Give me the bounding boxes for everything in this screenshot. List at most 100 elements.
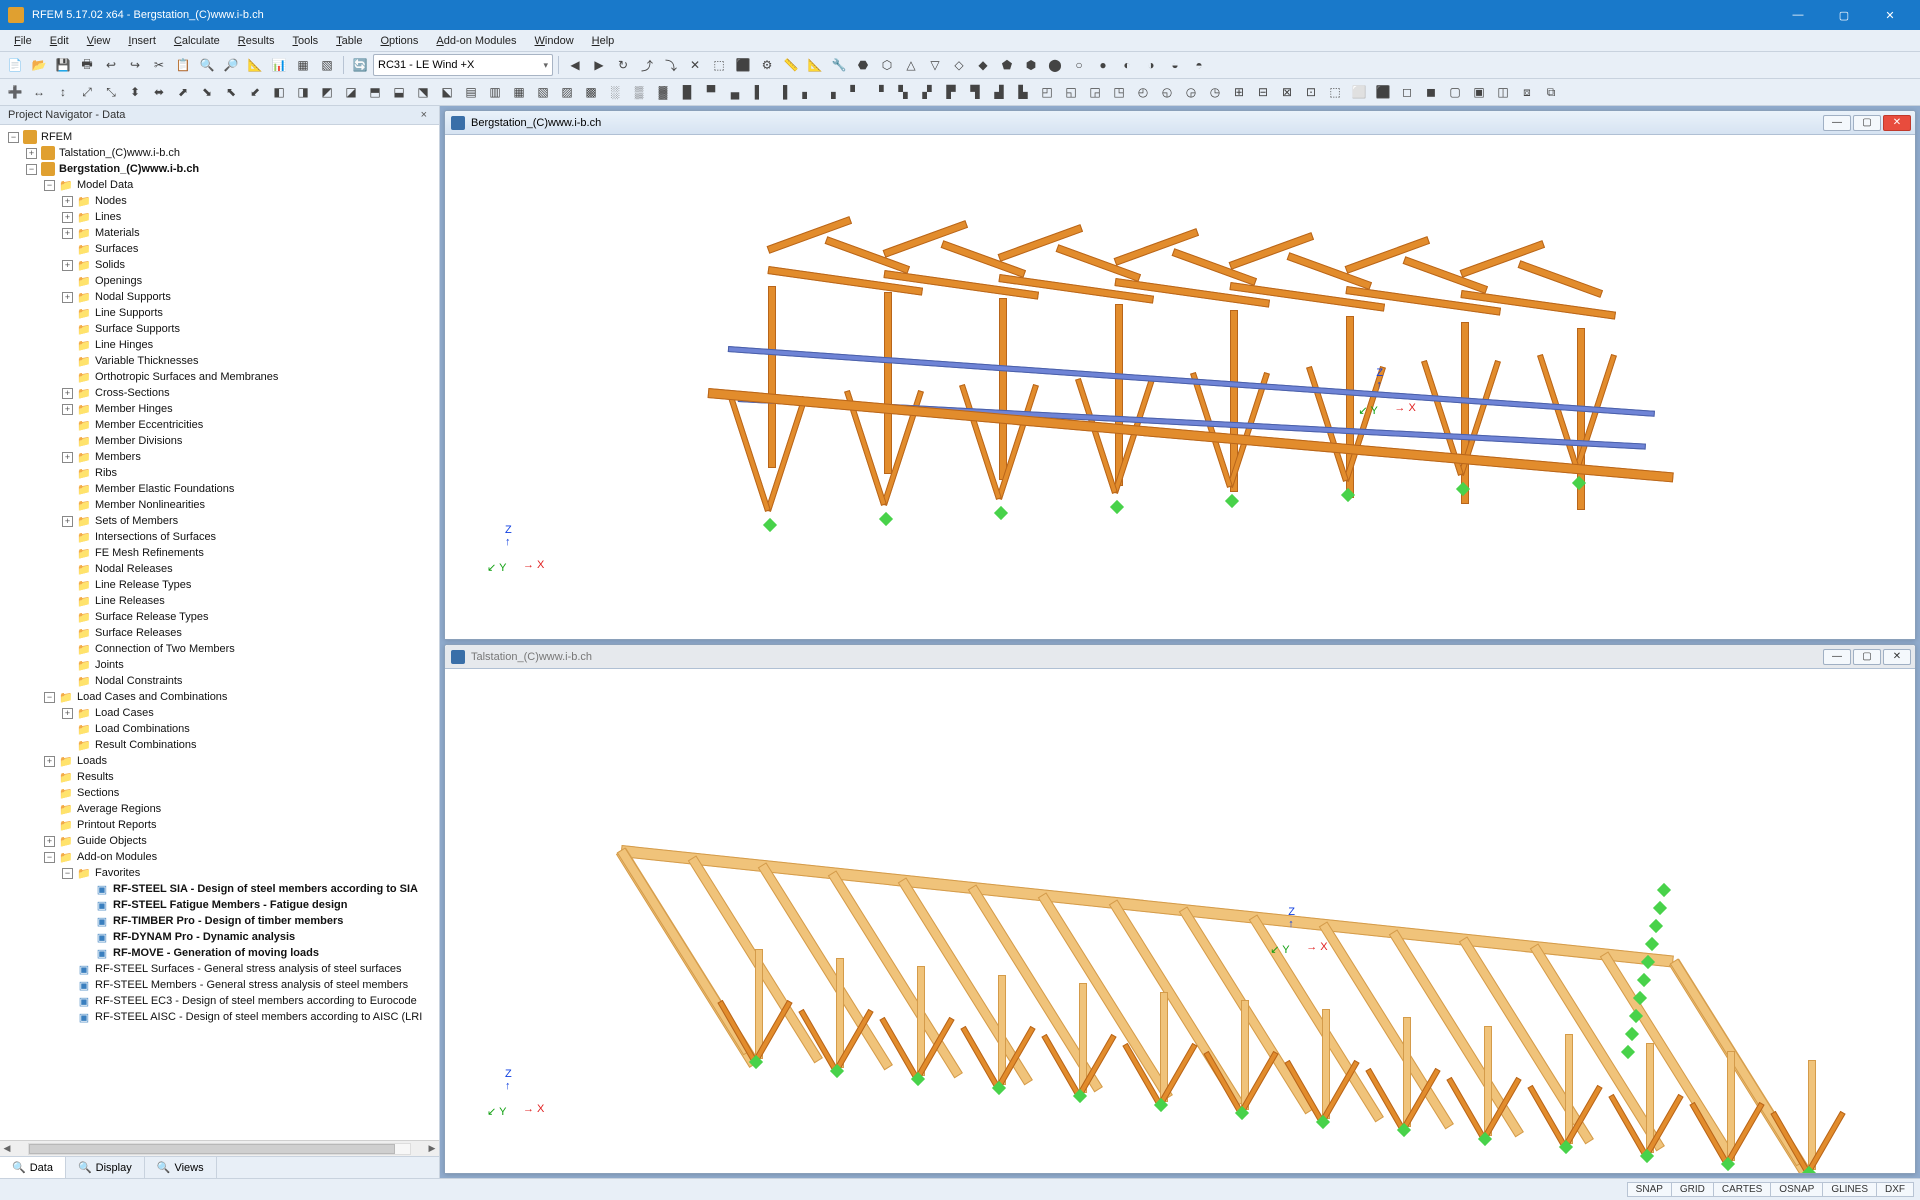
tool-button[interactable]: ⬕ xyxy=(436,81,458,103)
mdi-close-button[interactable]: ✕ xyxy=(1883,115,1911,131)
tool-button[interactable]: 🖶 xyxy=(76,54,98,76)
tree-item[interactable]: 📁Result Combinations xyxy=(4,737,439,753)
tree-item[interactable]: 📁Member Nonlinearities xyxy=(4,497,439,513)
tool-button[interactable]: ⬢ xyxy=(1020,54,1042,76)
tool-button[interactable]: ◇ xyxy=(948,54,970,76)
tool-button[interactable]: 📏 xyxy=(780,54,802,76)
tool-button[interactable]: ▝ xyxy=(868,81,890,103)
tool-button[interactable]: ↔ xyxy=(28,81,50,103)
tool-button[interactable]: ▛ xyxy=(940,81,962,103)
tree-item[interactable]: 📁Line Supports xyxy=(4,305,439,321)
tree-item[interactable]: 📁Intersections of Surfaces xyxy=(4,529,439,545)
tool-button[interactable]: ⬒ xyxy=(364,81,386,103)
tool-button[interactable]: ▚ xyxy=(892,81,914,103)
tree-addon-item[interactable]: ▣RF-STEEL SIA - Design of steel members … xyxy=(4,881,439,897)
tool-button[interactable]: ↪ xyxy=(124,54,146,76)
tool-button[interactable]: ▩ xyxy=(580,81,602,103)
tree-item[interactable]: 📁Connection of Two Members xyxy=(4,641,439,657)
tool-button[interactable]: ⬓ xyxy=(388,81,410,103)
model-window-2-titlebar[interactable]: Talstation_(C)www.i-b.ch — ▢ ✕ xyxy=(445,645,1915,669)
tool-button[interactable]: 💾 xyxy=(52,54,74,76)
tool-button[interactable]: ▒ xyxy=(628,81,650,103)
tool-button[interactable]: ▓ xyxy=(652,81,674,103)
tool-button[interactable]: ▧ xyxy=(532,81,554,103)
tree-item[interactable]: 📁Surface Releases xyxy=(4,625,439,641)
mdi-minimize-button[interactable]: — xyxy=(1823,649,1851,665)
tool-button[interactable]: ⬡ xyxy=(876,54,898,76)
menu-insert[interactable]: Insert xyxy=(120,33,164,49)
status-dxf[interactable]: DXF xyxy=(1876,1182,1914,1197)
tree-item[interactable]: +📁Lines xyxy=(4,209,439,225)
tree-item[interactable]: +📁Members xyxy=(4,449,439,465)
tree-model-data[interactable]: −📁Model Data xyxy=(4,177,439,193)
tree-addon-item[interactable]: ▣RF-DYNAM Pro - Dynamic analysis xyxy=(4,929,439,945)
tree-item[interactable]: 📁Results xyxy=(4,769,439,785)
tool-button[interactable]: ⬜ xyxy=(1348,81,1370,103)
tree-item[interactable]: +📁Nodes xyxy=(4,193,439,209)
navigator-hscroll[interactable]: ◀▶ xyxy=(0,1140,439,1156)
window-close-button[interactable]: ✕ xyxy=(1868,1,1912,29)
tool-button[interactable]: ◱ xyxy=(1060,81,1082,103)
tool-button[interactable]: 📂 xyxy=(28,54,50,76)
tool-button[interactable]: △ xyxy=(900,54,922,76)
tool-button[interactable]: 📐 xyxy=(244,54,266,76)
tool-button[interactable]: ⊡ xyxy=(1300,81,1322,103)
nav-tab-data[interactable]: 🔍Data xyxy=(0,1157,66,1178)
tree-addon-item[interactable]: ▣RF-STEEL Surfaces - General stress anal… xyxy=(4,961,439,977)
tool-button[interactable]: ⬊ xyxy=(196,81,218,103)
tool-button[interactable]: ⬚ xyxy=(1324,81,1346,103)
tool-button[interactable]: ▦ xyxy=(508,81,530,103)
status-osnap[interactable]: OSNAP xyxy=(1770,1182,1823,1197)
tool-button[interactable]: ⧈ xyxy=(1516,81,1538,103)
tool-button[interactable]: ⬛ xyxy=(732,54,754,76)
tree-item[interactable]: 📁Orthotropic Surfaces and Membranes xyxy=(4,369,439,385)
tree-item[interactable]: +📁Loads xyxy=(4,753,439,769)
tool-button[interactable]: ⬔ xyxy=(412,81,434,103)
tool-button[interactable]: 🔧 xyxy=(828,54,850,76)
tree-item[interactable]: +📁Sets of Members xyxy=(4,513,439,529)
mdi-minimize-button[interactable]: — xyxy=(1823,115,1851,131)
tree-project[interactable]: +Talstation_(C)www.i-b.ch xyxy=(4,145,439,161)
tool-button[interactable]: ░ xyxy=(604,81,626,103)
tool-button[interactable]: ▖ xyxy=(796,81,818,103)
tree-item[interactable]: 📁Variable Thicknesses xyxy=(4,353,439,369)
tree-item[interactable]: 📁Member Divisions xyxy=(4,433,439,449)
tree-item[interactable]: 📁Sections xyxy=(4,785,439,801)
nav-tab-views[interactable]: 🔍Views xyxy=(145,1157,217,1178)
tool-button[interactable]: ◑ xyxy=(1140,54,1162,76)
tree-addon-modules[interactable]: −📁Add-on Modules xyxy=(4,849,439,865)
tool-button[interactable]: ▣ xyxy=(1468,81,1490,103)
tool-button[interactable]: ↕ xyxy=(52,81,74,103)
tool-button[interactable]: ▢ xyxy=(1444,81,1466,103)
tree-load-cases[interactable]: −📁Load Cases and Combinations xyxy=(4,689,439,705)
menu-table[interactable]: Table xyxy=(328,33,370,49)
model-window-1-titlebar[interactable]: Bergstation_(C)www.i-b.ch — ▢ ✕ xyxy=(445,111,1915,135)
tool-button[interactable]: ◓ xyxy=(1188,54,1210,76)
tree-item[interactable]: +📁Guide Objects xyxy=(4,833,439,849)
tool-button[interactable]: ▌ xyxy=(748,81,770,103)
status-cartes[interactable]: CARTES xyxy=(1713,1182,1771,1197)
load-case-combo[interactable]: RC31 - LE Wind +X ▾ xyxy=(373,54,553,76)
tool-button[interactable]: 📋 xyxy=(172,54,194,76)
tool-button[interactable]: ▟ xyxy=(988,81,1010,103)
tool-button[interactable]: ● xyxy=(1092,54,1114,76)
tool-button[interactable]: ↩ xyxy=(100,54,122,76)
tree-item[interactable]: 📁Member Elastic Foundations xyxy=(4,481,439,497)
model-3d-viewport-1[interactable]: Z↑→ X↙ YZ↑→ X↙ Y xyxy=(445,135,1915,639)
tool-button[interactable]: ↻ xyxy=(612,54,634,76)
tool-button[interactable]: 📊 xyxy=(268,54,290,76)
tree-addon-item[interactable]: ▣RF-STEEL AISC - Design of steel members… xyxy=(4,1009,439,1025)
tree-item[interactable]: 📁Nodal Releases xyxy=(4,561,439,577)
tree-item[interactable]: 📁Line Hinges xyxy=(4,337,439,353)
tree-item[interactable]: 📁Load Combinations xyxy=(4,721,439,737)
tool-button[interactable]: ◳ xyxy=(1108,81,1130,103)
tool-button[interactable]: 📄 xyxy=(4,54,26,76)
tool-button[interactable]: ▤ xyxy=(460,81,482,103)
tool-button[interactable]: ✂ xyxy=(148,54,170,76)
menu-add-on-modules[interactable]: Add-on Modules xyxy=(428,33,524,49)
tool-button[interactable]: ⬣ xyxy=(852,54,874,76)
tool-button[interactable]: ◴ xyxy=(1132,81,1154,103)
tool-button[interactable]: ◰ xyxy=(1036,81,1058,103)
tree-addon-item[interactable]: ▣RF-STEEL Members - General stress analy… xyxy=(4,977,439,993)
tree-item[interactable]: 📁Member Eccentricities xyxy=(4,417,439,433)
